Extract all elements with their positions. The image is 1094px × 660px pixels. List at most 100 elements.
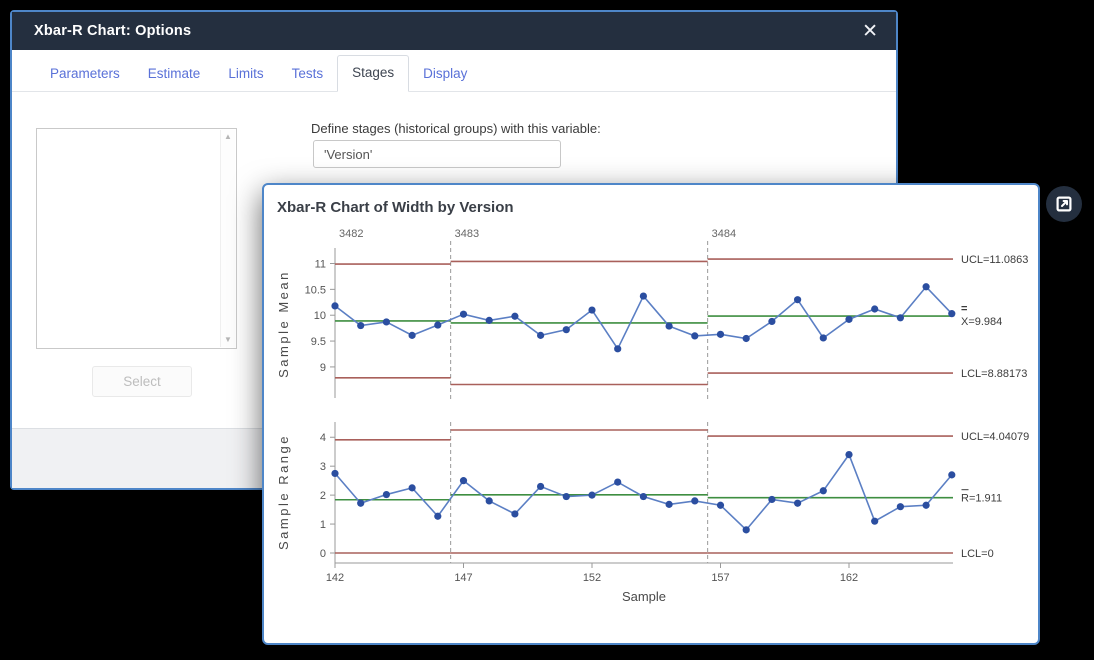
xbar-r-chart-canvas: Xbar-R Chart of Width by Version 3482 3483… [276, 199, 1029, 604]
tab-parameters[interactable]: Parameters [50, 66, 120, 81]
data-point [614, 478, 622, 486]
data-point [871, 517, 879, 525]
y-tick-label: 1 [320, 519, 326, 531]
data-point [537, 482, 545, 491]
scroll-up-icon[interactable]: ▲ [224, 132, 232, 141]
data-point [382, 318, 390, 326]
y-tick-label: 9.5 [311, 336, 326, 348]
data-point [794, 296, 802, 304]
y-tick-label: 10 [314, 310, 326, 322]
data-point [485, 316, 493, 324]
close-icon[interactable]: ✕ [862, 20, 878, 42]
cl-overline: = [961, 303, 967, 315]
xbar-r-chart-window: Xbar-R Chart of Width by Version 3482 3483… [262, 183, 1040, 645]
data-point [845, 451, 853, 459]
data-point [742, 526, 750, 534]
tab-stages[interactable]: Stages [337, 55, 410, 92]
data-point [459, 310, 468, 318]
xbar-r-options-dialog: Xbar-R Chart: Options ✕ Parameters Estima… [10, 10, 898, 490]
y-tick-label: 9 [320, 362, 326, 374]
dialog-title: Xbar-R Chart: Options [34, 23, 192, 39]
x-tick-label: 152 [583, 572, 601, 584]
data-point [588, 306, 596, 314]
y-axis-title: Sample Range [276, 434, 291, 550]
data-point [331, 469, 339, 478]
data-point [614, 345, 622, 353]
stage-label: 3483 [455, 228, 479, 240]
data-point [742, 334, 750, 343]
y-tick-label: 10.5 [305, 284, 326, 296]
data-point [896, 503, 905, 511]
x-tick-label: 147 [454, 572, 472, 584]
r-panel: 0 1 2 3 4 Sample Range UCL=4.04079 R=1.911 LCL=0 [276, 422, 1029, 563]
x-tick-label: 142 [326, 572, 344, 584]
expand-button[interactable] [1046, 186, 1082, 222]
y-axis-title: Sample Mean [276, 270, 291, 378]
data-point [819, 334, 827, 342]
dialog-tabbar: Parameters Estimate Limits Tests Stages Displ… [12, 50, 896, 92]
stage-variable-input[interactable] [313, 140, 561, 168]
data-point [665, 500, 673, 508]
chart-title: Xbar-R Chart of Width by Version [277, 199, 514, 216]
y-tick-label: 2 [320, 490, 326, 502]
x-tick-label: 157 [711, 572, 729, 584]
listbox-scrollbar[interactable]: ▲ ▼ [220, 130, 235, 347]
data-point [948, 310, 956, 318]
select-button[interactable]: Select [92, 366, 192, 397]
lcl-label: LCL=8.88173 [961, 368, 1027, 380]
variable-listbox[interactable]: ▲ ▼ [36, 128, 237, 349]
define-stages-label: Define stages (historical groups) with t… [311, 121, 601, 136]
data-point [357, 321, 365, 330]
ucl-label: UCL=4.04079 [961, 431, 1029, 443]
data-point [922, 501, 930, 509]
ucl-label: UCL=11.0863 [961, 254, 1028, 266]
x-tick-label: 162 [840, 572, 858, 584]
x-axis: 142 147 152 157 162 Sample [326, 562, 953, 604]
data-point [768, 495, 776, 504]
data-point [948, 471, 956, 479]
series-line [334, 452, 953, 532]
lcl-label: LCL=0 [961, 548, 994, 560]
data-point [511, 312, 519, 320]
tab-display[interactable]: Display [423, 66, 468, 81]
data-point [691, 332, 699, 340]
y-tick-label: 0 [320, 548, 326, 560]
data-point [716, 501, 725, 509]
data-point [485, 497, 493, 505]
stage-label: 3482 [339, 228, 363, 240]
data-point [382, 490, 390, 499]
data-point [562, 492, 570, 501]
data-point [845, 315, 853, 323]
data-point [408, 484, 416, 492]
stage-label: 3484 [712, 228, 736, 240]
scroll-down-icon[interactable]: ▼ [224, 335, 232, 344]
data-point [434, 512, 442, 520]
xbar-panel: 9 9.5 10 10.5 11 Sample Mean UCL=11.0863 =X=9.9… [276, 241, 1028, 402]
dialog-titlebar: Xbar-R Chart: Options ✕ [12, 12, 896, 50]
data-point [922, 283, 930, 291]
data-point [768, 317, 776, 326]
tab-estimate[interactable]: Estimate [147, 66, 201, 81]
data-point [691, 497, 699, 505]
data-point [459, 477, 468, 485]
data-point [639, 492, 647, 501]
data-point [357, 499, 365, 507]
y-tick-label: 3 [320, 461, 326, 473]
cl-label: R=1.911 [961, 493, 1002, 505]
data-point [331, 302, 339, 310]
open-in-new-icon [1056, 196, 1072, 212]
data-point [665, 322, 673, 330]
data-point [794, 499, 802, 507]
data-point [639, 292, 647, 300]
tab-limits[interactable]: Limits [228, 66, 264, 81]
data-point [871, 305, 879, 313]
data-point [511, 510, 519, 518]
y-tick-label: 4 [320, 432, 326, 444]
data-point [434, 321, 442, 329]
data-point [819, 487, 827, 495]
y-tick-label: 11 [315, 259, 326, 271]
cl-label: X=9.984 [961, 316, 1002, 328]
data-point [716, 330, 725, 338]
tab-tests[interactable]: Tests [291, 66, 324, 81]
